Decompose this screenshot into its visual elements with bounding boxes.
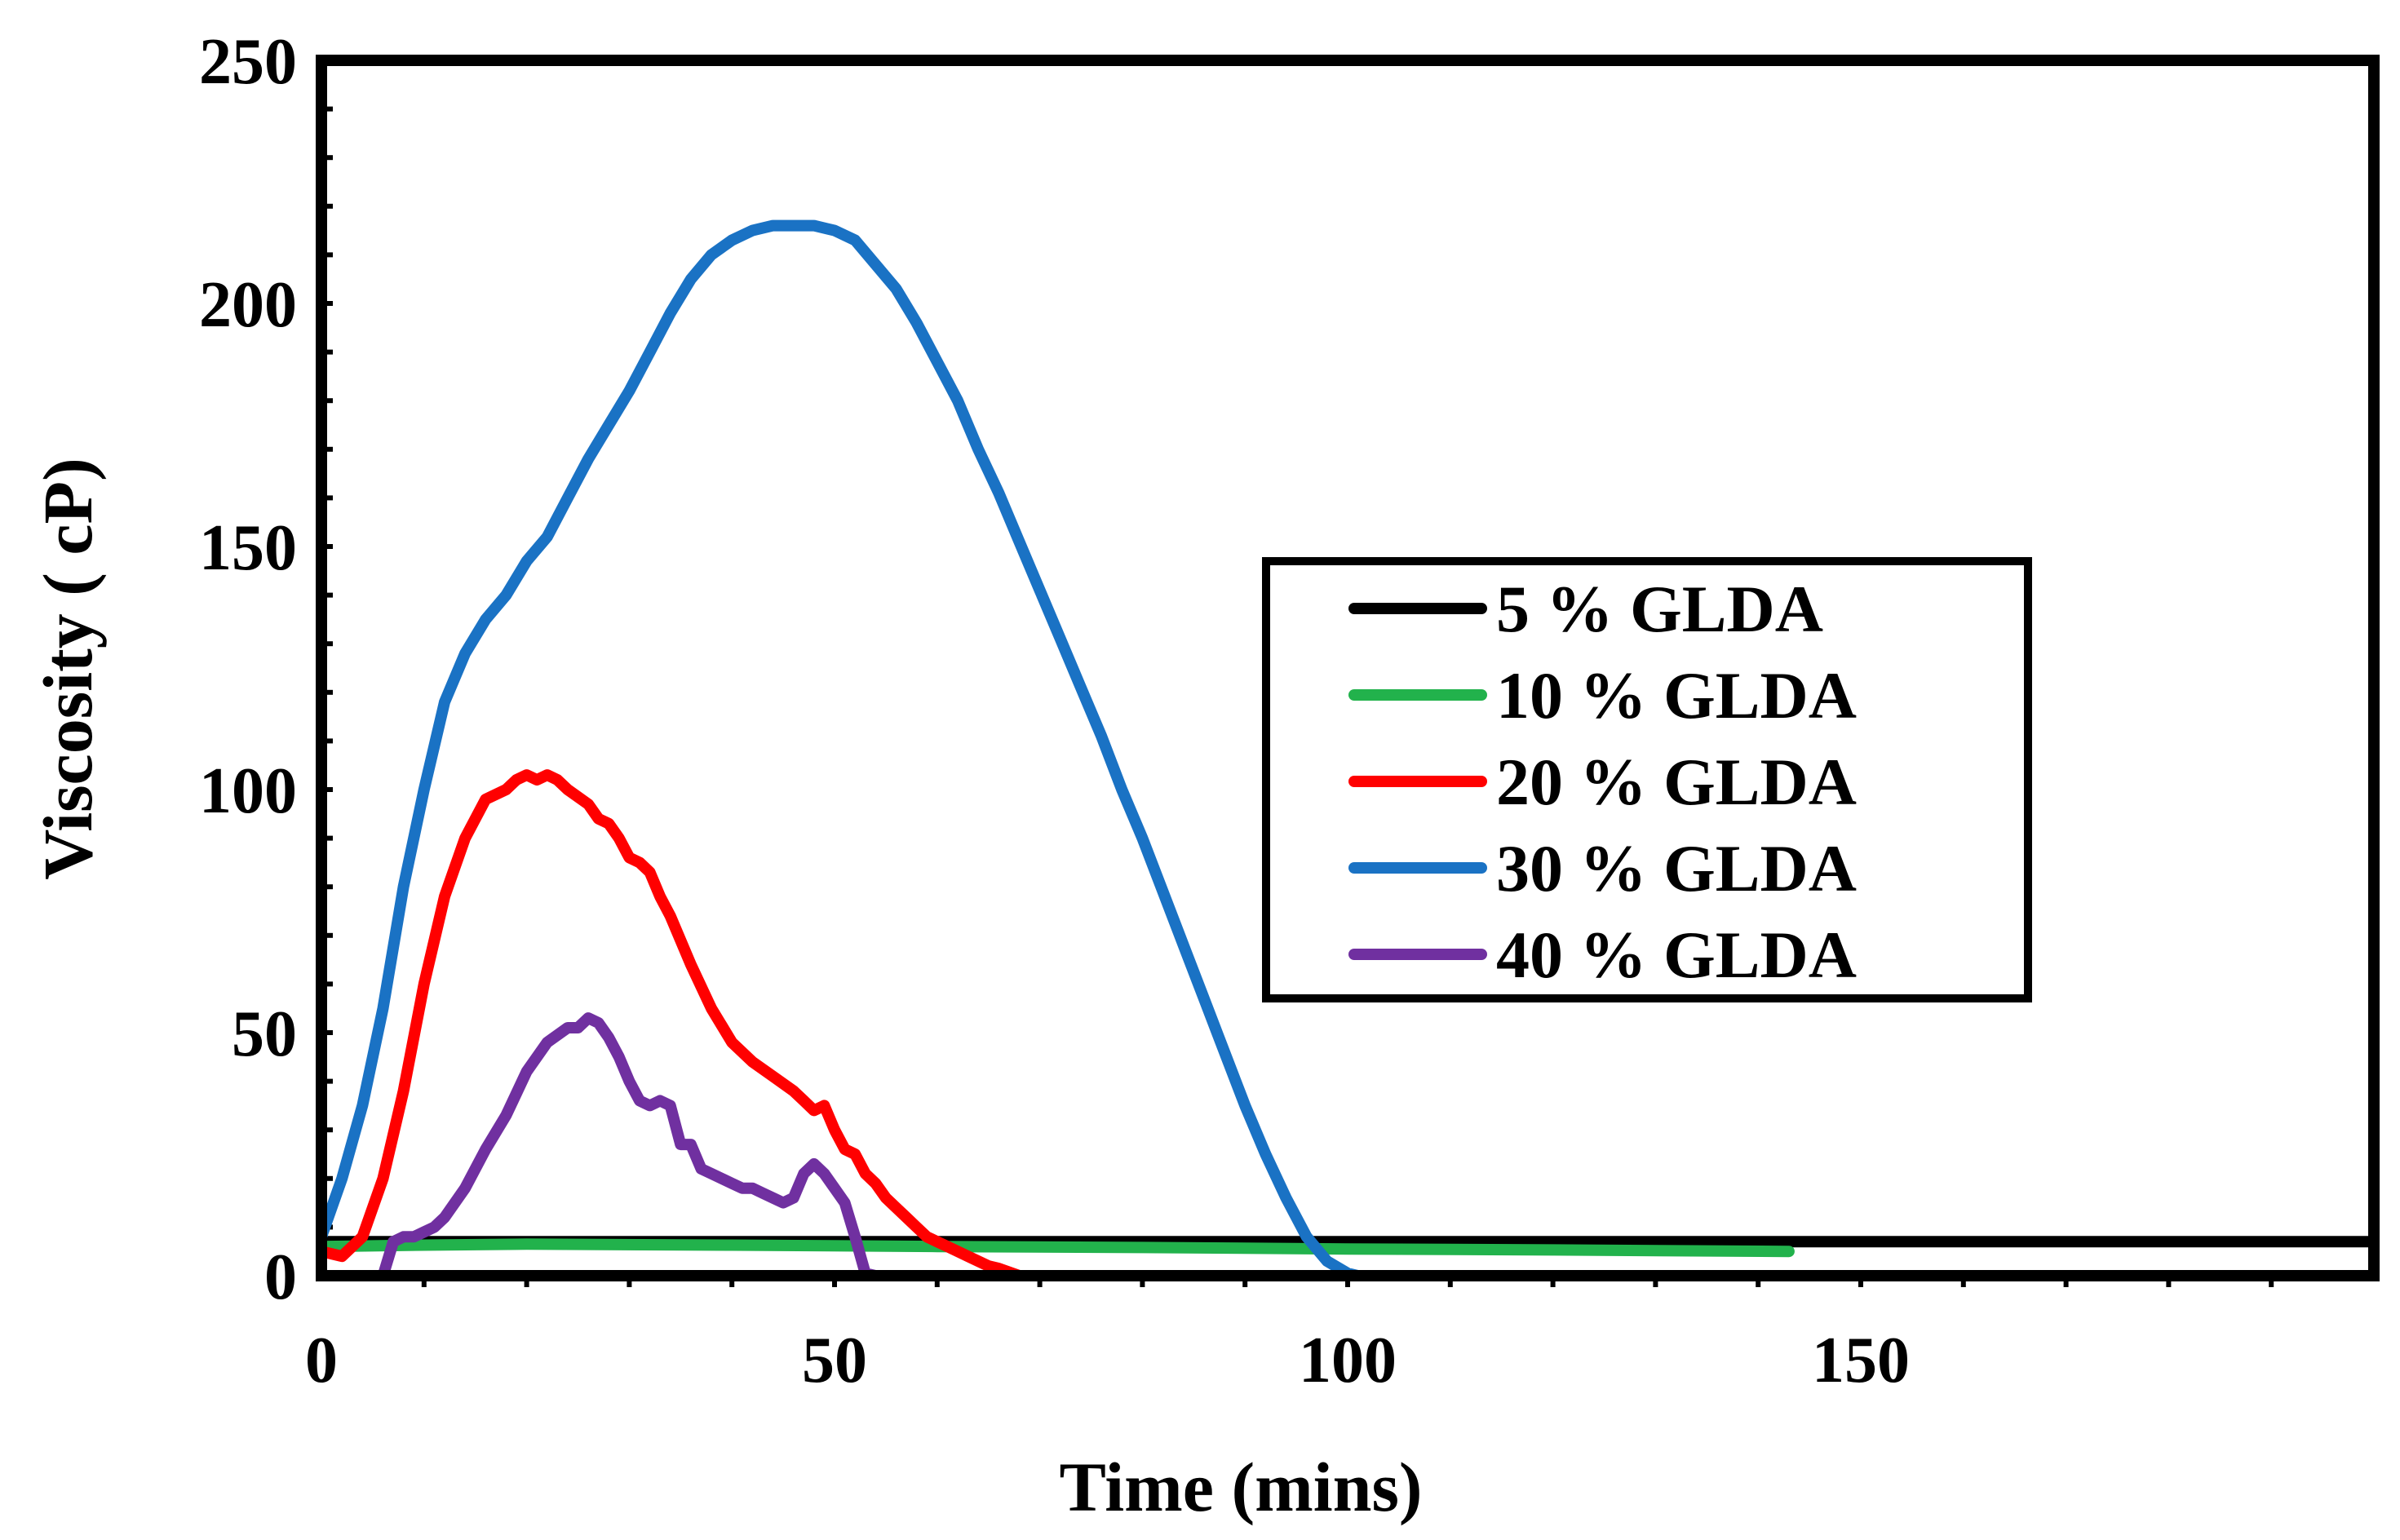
- legend-label: 20 % GLDA: [1496, 745, 1857, 819]
- legend-items: 5 % GLDA 10 % GLDA 20 % GLDA 30 % GLDA 40 % …: [1348, 572, 1857, 992]
- x-tick-labels: 0 50 100 150: [305, 1325, 1910, 1396]
- series-line: [316, 1012, 2380, 1281]
- y-tick-label: 250: [199, 26, 297, 98]
- plot-frame: [316, 55, 2380, 1281]
- x-tick-label: 100: [1299, 1325, 1397, 1396]
- y-tick-label: 200: [199, 269, 297, 341]
- y-tick-label: 100: [199, 755, 297, 827]
- legend-label: 5 % GLDA: [1496, 572, 1823, 646]
- legend-label: 10 % GLDA: [1496, 658, 1857, 732]
- series-line: [316, 769, 1025, 1281]
- y-tick-label: 50: [232, 998, 297, 1070]
- y-tick-label: 150: [199, 512, 297, 584]
- x-axis-title: Time (mins): [1059, 1448, 1422, 1526]
- series-line: [316, 1238, 1795, 1258]
- x-tick-label: 0: [305, 1325, 338, 1396]
- legend-label: 40 % GLDA: [1496, 918, 1857, 992]
- series-line: [316, 219, 1375, 1281]
- legend-label: 30 % GLDA: [1496, 831, 1857, 905]
- x-tick-label: 150: [1812, 1325, 1910, 1396]
- x-tick-label: 50: [802, 1325, 867, 1396]
- series-layer: [316, 219, 2380, 1281]
- legend: 5 % GLDA 10 % GLDA 20 % GLDA 30 % GLDA 40 % …: [1262, 557, 2032, 1002]
- y-tick-label: 0: [264, 1241, 297, 1313]
- y-tick-labels: 0 50 100 150 200 250: [199, 26, 297, 1313]
- y-axis-title: Viscosity ( cP): [29, 458, 107, 879]
